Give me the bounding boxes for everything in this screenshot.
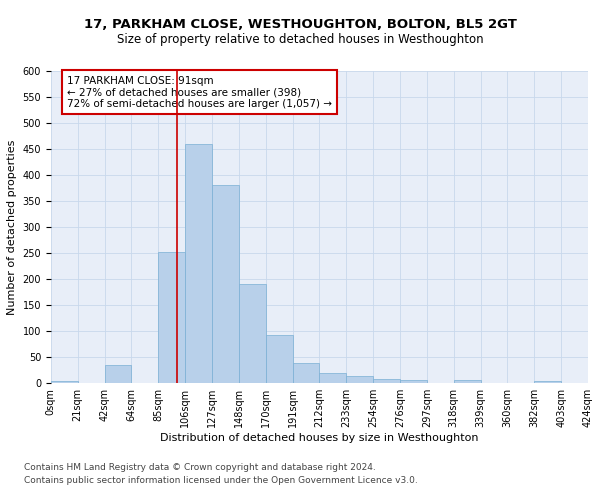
Bar [266, 336, 293, 384]
Bar [158, 252, 185, 384]
Bar [185, 144, 212, 384]
Bar [239, 284, 266, 384]
Bar [319, 373, 346, 384]
Bar [212, 186, 239, 384]
Text: 17, PARKHAM CLOSE, WESTHOUGHTON, BOLTON, BL5 2GT: 17, PARKHAM CLOSE, WESTHOUGHTON, BOLTON,… [83, 18, 517, 30]
Bar [293, 364, 319, 384]
Y-axis label: Number of detached properties: Number of detached properties [7, 140, 17, 315]
Text: Contains public sector information licensed under the Open Government Licence v3: Contains public sector information licen… [24, 476, 418, 485]
Bar [400, 380, 427, 384]
Bar [346, 376, 373, 384]
Text: 17 PARKHAM CLOSE: 91sqm
← 27% of detached houses are smaller (398)
72% of semi-d: 17 PARKHAM CLOSE: 91sqm ← 27% of detache… [67, 76, 332, 109]
Bar [51, 380, 78, 384]
Bar [373, 379, 400, 384]
Bar [454, 380, 481, 384]
Text: Size of property relative to detached houses in Westhoughton: Size of property relative to detached ho… [116, 32, 484, 46]
Bar [104, 365, 131, 384]
Text: Contains HM Land Registry data © Crown copyright and database right 2024.: Contains HM Land Registry data © Crown c… [24, 464, 376, 472]
Bar [535, 380, 561, 384]
X-axis label: Distribution of detached houses by size in Westhoughton: Distribution of detached houses by size … [160, 433, 479, 443]
